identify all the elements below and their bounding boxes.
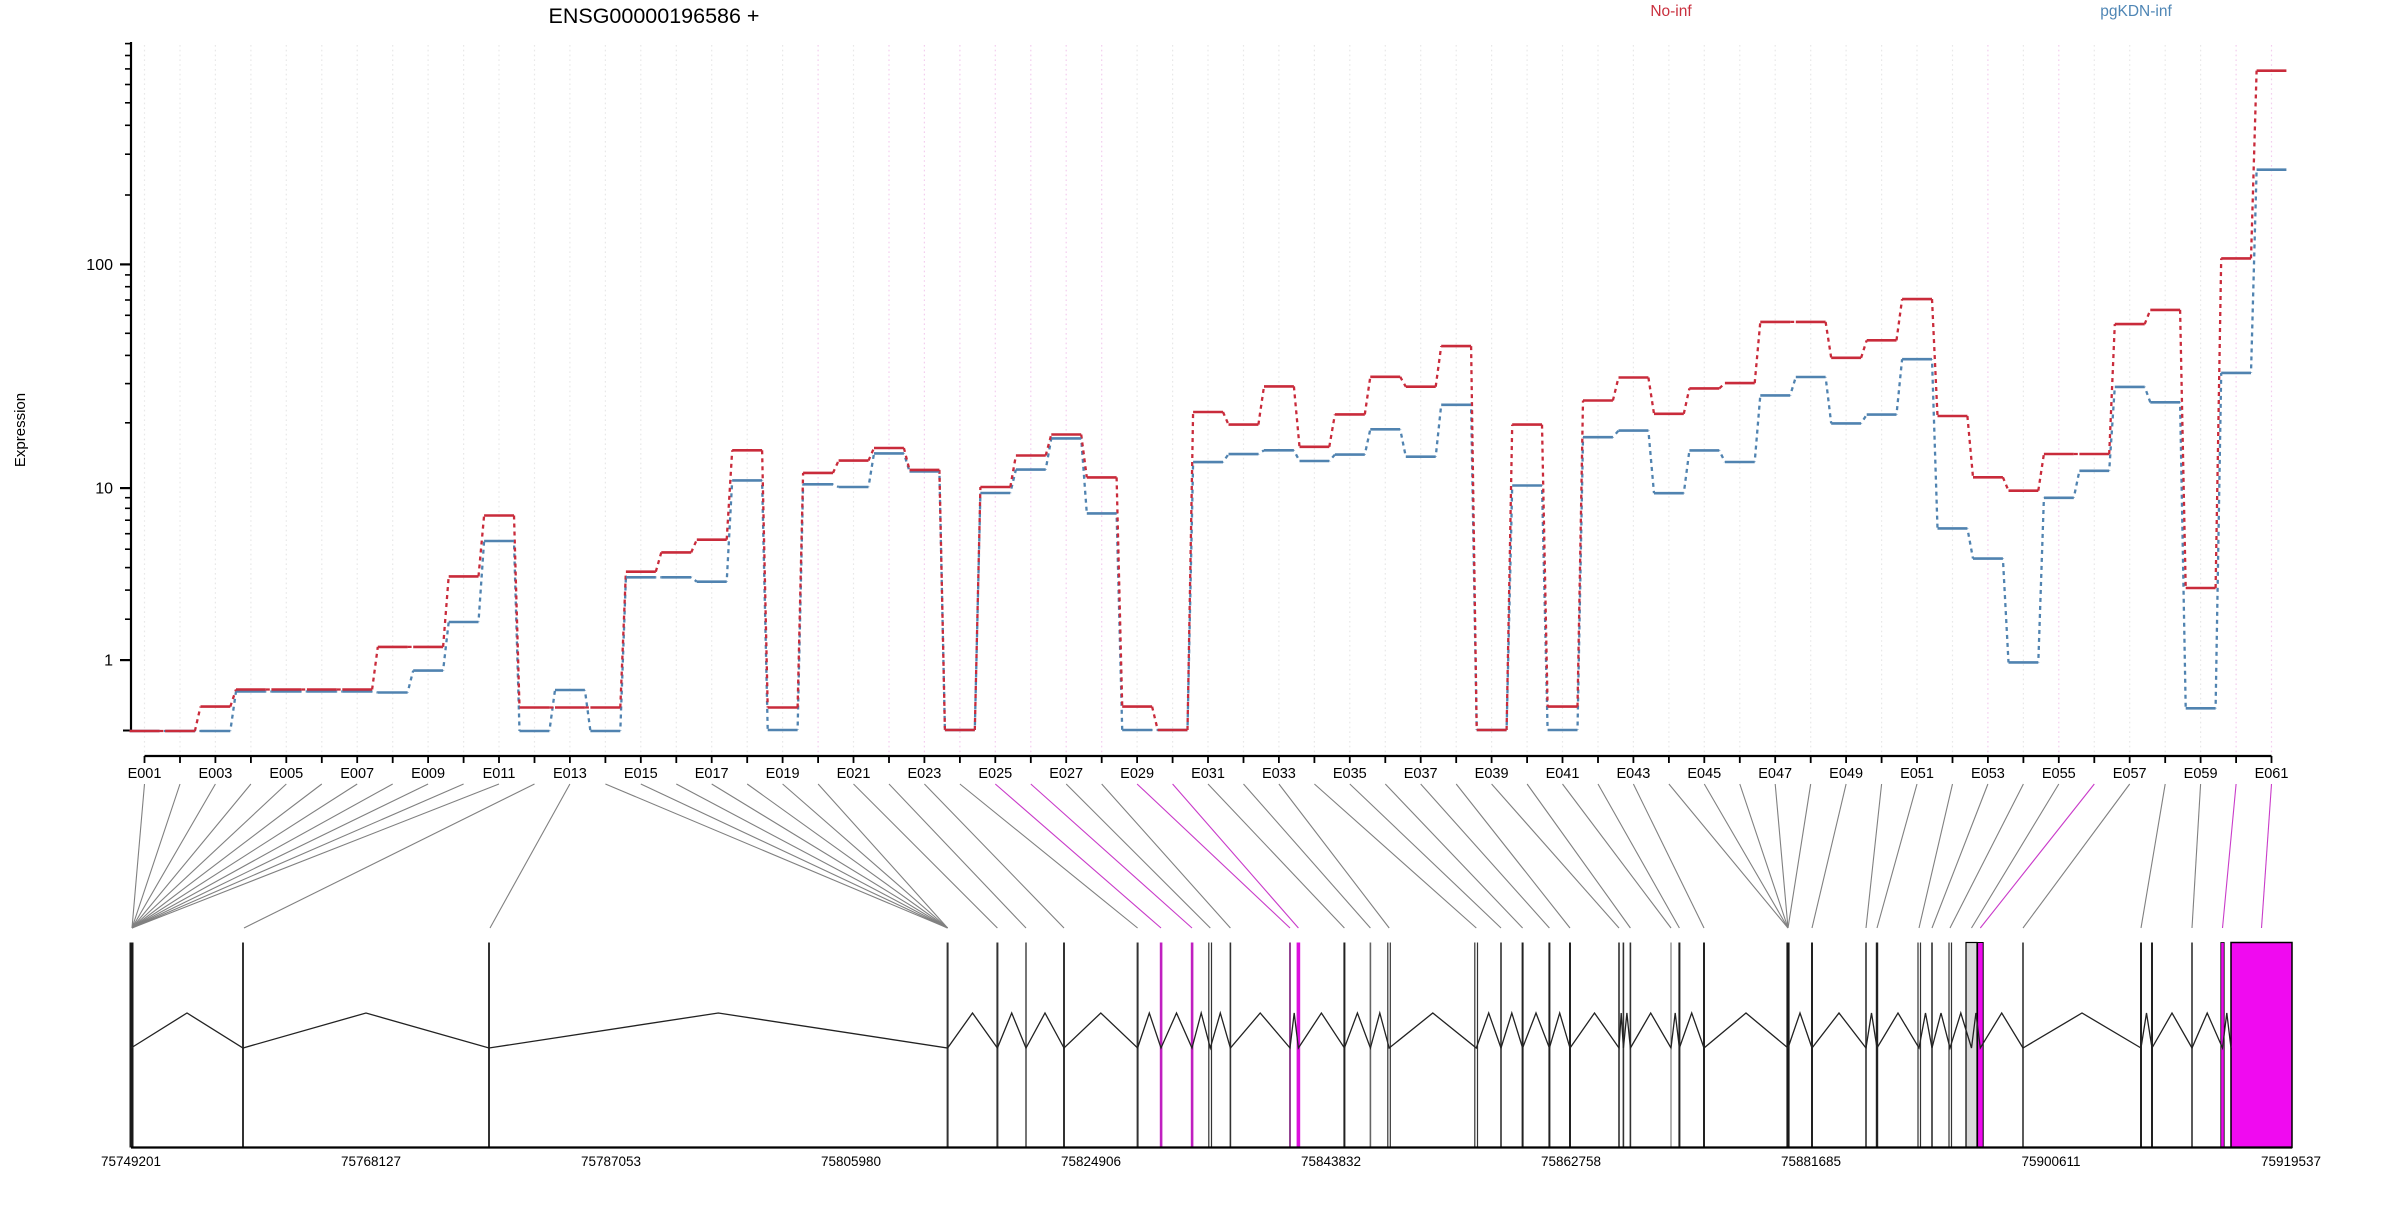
svg-text:E041: E041 [1546,766,1580,782]
svg-text:Expression: Expression [12,393,29,467]
svg-text:E011: E011 [483,766,516,782]
svg-text:E045: E045 [1687,766,1721,782]
svg-text:75881685: 75881685 [1781,1154,1841,1169]
svg-text:E025: E025 [978,766,1012,782]
svg-text:E035: E035 [1333,766,1367,782]
svg-text:E039: E039 [1475,766,1509,782]
svg-text:1: 1 [104,653,113,670]
svg-text:E027: E027 [1049,766,1083,782]
svg-text:E029: E029 [1120,766,1154,782]
svg-text:E007: E007 [340,766,374,782]
svg-text:75862758: 75862758 [1541,1154,1601,1169]
svg-text:E051: E051 [1900,766,1934,782]
svg-text:E033: E033 [1262,766,1296,782]
svg-text:E005: E005 [269,766,303,782]
svg-text:ENSG00000196586 +: ENSG00000196586 + [549,4,760,28]
svg-text:E057: E057 [2113,766,2147,782]
svg-text:100: 100 [86,257,113,274]
svg-text:10: 10 [95,481,113,498]
svg-text:E049: E049 [1829,766,1863,782]
svg-text:E059: E059 [2184,766,2218,782]
svg-text:No-inf: No-inf [1650,3,1692,20]
svg-text:75900611: 75900611 [2021,1154,2080,1169]
svg-text:E015: E015 [624,766,658,782]
svg-text:75787053: 75787053 [581,1154,641,1169]
svg-text:75824906: 75824906 [1061,1154,1121,1169]
svg-text:E023: E023 [907,766,941,782]
svg-text:E037: E037 [1404,766,1438,782]
svg-text:E047: E047 [1758,766,1792,782]
svg-text:E003: E003 [198,766,232,782]
svg-text:E019: E019 [766,766,800,782]
svg-text:E043: E043 [1616,766,1650,782]
svg-text:E061: E061 [2255,766,2289,782]
svg-text:75768127: 75768127 [341,1154,401,1169]
svg-text:E009: E009 [411,766,445,782]
svg-text:75843832: 75843832 [1301,1154,1361,1169]
svg-text:E021: E021 [837,766,871,782]
svg-text:E055: E055 [2042,766,2076,782]
svg-text:E031: E031 [1191,766,1225,782]
svg-text:pgKDN-inf: pgKDN-inf [2100,3,2172,20]
svg-text:E053: E053 [1971,766,2005,782]
svg-text:75805980: 75805980 [821,1154,881,1169]
svg-text:E017: E017 [695,766,729,782]
svg-text:75749201: 75749201 [101,1154,161,1169]
svg-text:E001: E001 [128,766,162,782]
svg-text:75919537: 75919537 [2261,1154,2321,1169]
svg-text:E013: E013 [553,766,587,782]
